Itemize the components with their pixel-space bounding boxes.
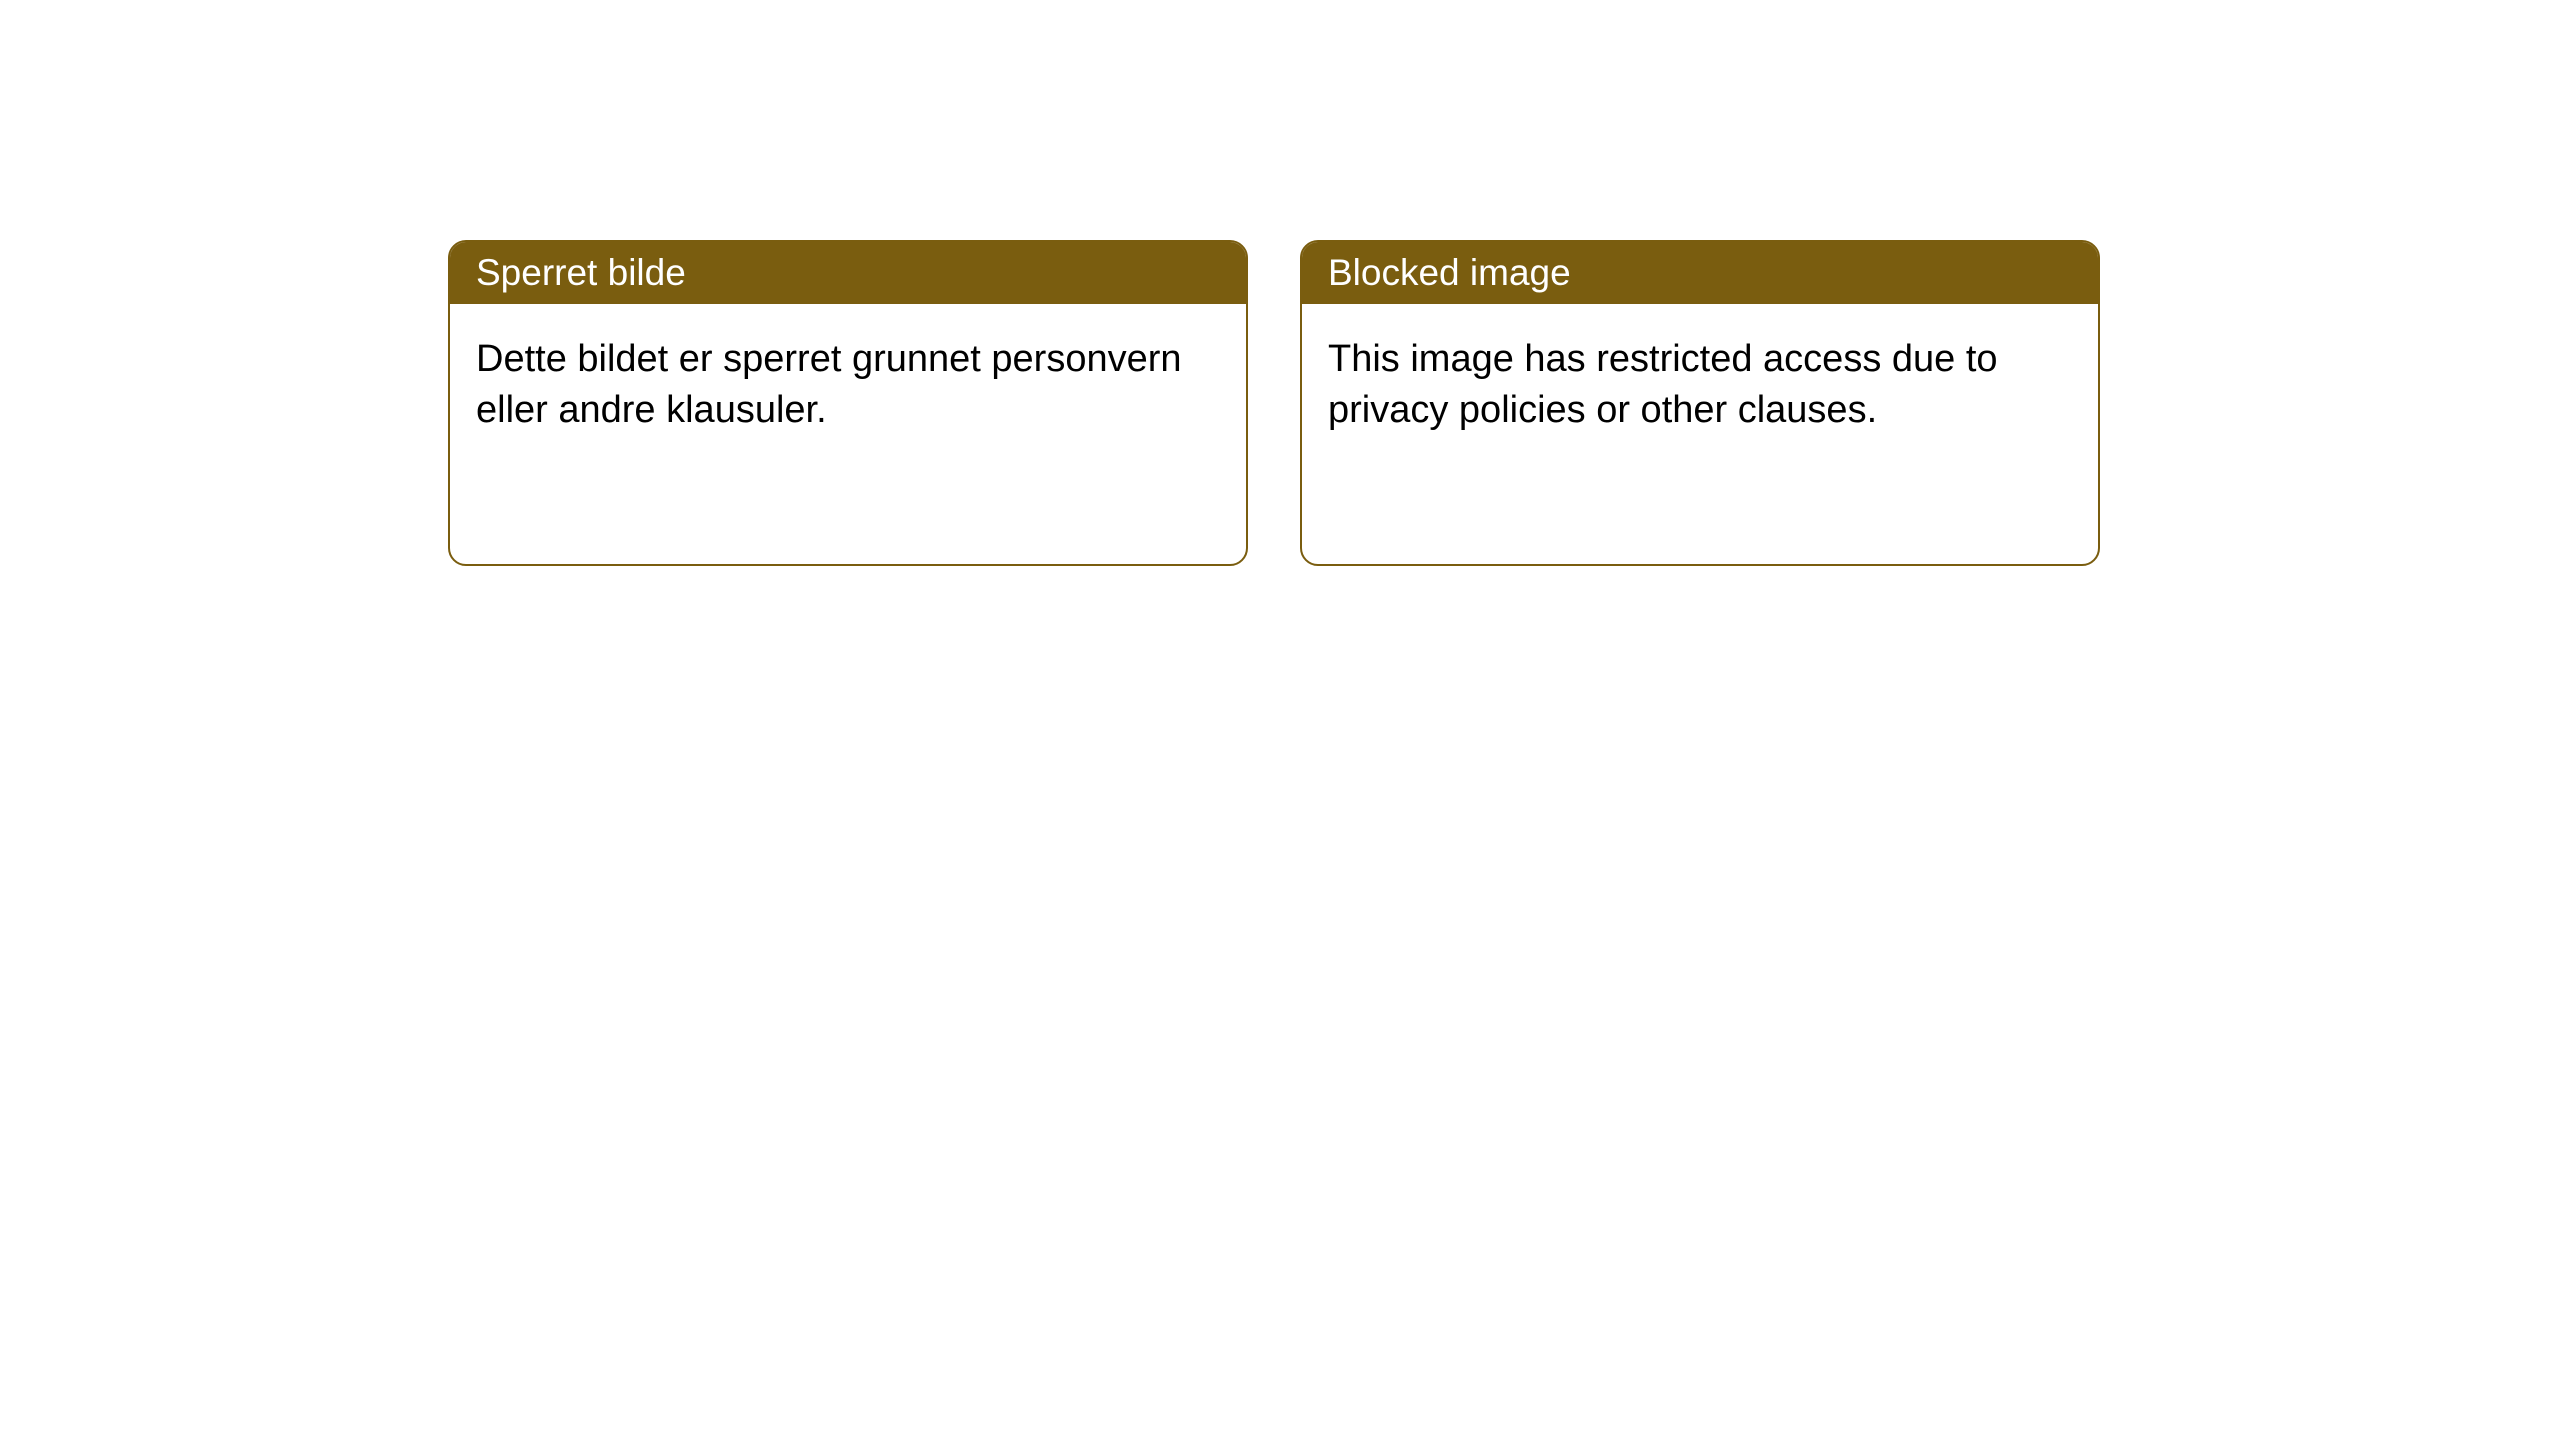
notice-card-body: This image has restricted access due to … [1302, 304, 2098, 564]
notice-container: Sperret bilde Dette bildet er sperret gr… [448, 240, 2100, 566]
notice-card-text: Dette bildet er sperret grunnet personve… [476, 334, 1220, 437]
notice-card-header: Sperret bilde [450, 242, 1246, 304]
notice-card-text: This image has restricted access due to … [1328, 334, 2072, 437]
notice-card-norwegian: Sperret bilde Dette bildet er sperret gr… [448, 240, 1248, 566]
notice-card-english: Blocked image This image has restricted … [1300, 240, 2100, 566]
notice-card-body: Dette bildet er sperret grunnet personve… [450, 304, 1246, 564]
notice-card-header: Blocked image [1302, 242, 2098, 304]
